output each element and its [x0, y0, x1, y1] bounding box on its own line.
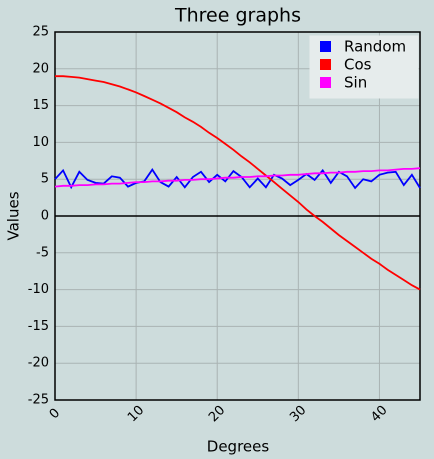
y-tick-label: -10	[28, 282, 49, 297]
x-axis-label: Degrees	[207, 438, 270, 456]
legend-label: Random	[344, 38, 406, 56]
y-tick-label: 25	[32, 25, 49, 40]
legend-label: Cos	[344, 56, 372, 74]
x-tick-label: 0	[47, 406, 63, 422]
y-tick-label: -20	[28, 356, 49, 371]
x-tick-label: 10	[125, 403, 147, 425]
chart-title: Three graphs	[174, 5, 301, 27]
y-axis-label: Values	[5, 191, 23, 240]
y-tick-label: 15	[32, 98, 49, 113]
legend-label: Sin	[344, 74, 367, 92]
series-line	[54, 167, 421, 188]
y-tick-label: -5	[36, 245, 49, 260]
y-tick-label: 5	[41, 172, 49, 187]
plot-frame	[54, 31, 421, 401]
y-tick-label: 0	[41, 209, 49, 224]
x-tick-label: 40	[368, 403, 390, 425]
y-tick-label: -15	[28, 319, 49, 334]
x-tick-label: 30	[287, 403, 309, 425]
legend-swatch	[320, 77, 331, 88]
legend-swatch	[320, 59, 331, 70]
legend-swatch	[320, 41, 331, 52]
y-tick-label: -25	[28, 393, 49, 408]
series-line	[55, 75, 421, 291]
y-tick-label: 10	[32, 135, 49, 150]
series-line	[54, 167, 421, 190]
x-tick-label: 20	[206, 403, 228, 425]
y-tick-label: 20	[32, 61, 49, 76]
